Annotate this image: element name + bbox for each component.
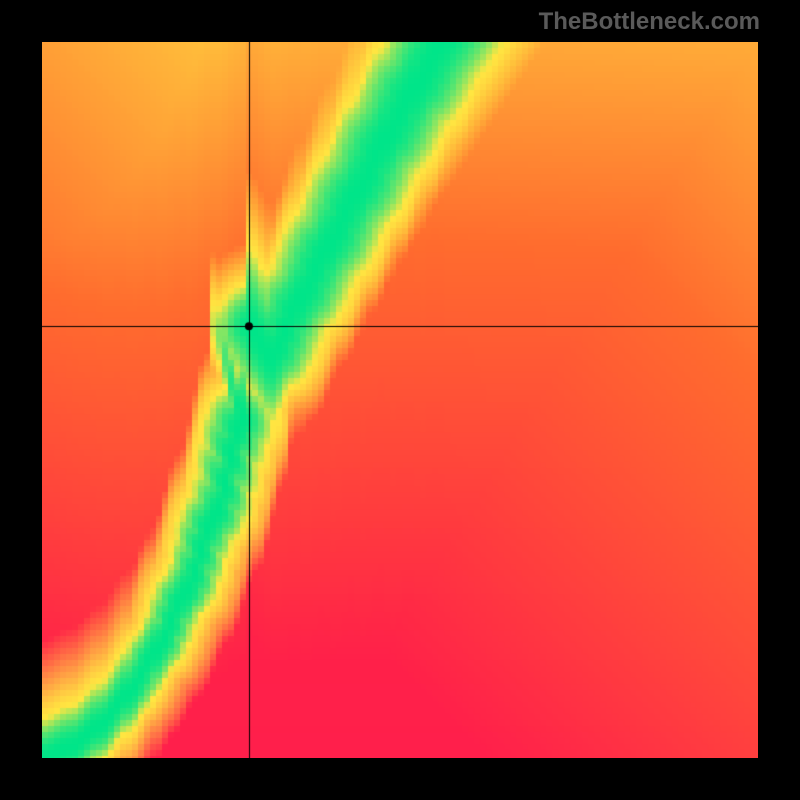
watermark-text: TheBottleneck.com (539, 8, 760, 36)
chart-container: TheBottleneck.com (0, 0, 800, 800)
bottleneck-heatmap (42, 42, 758, 758)
